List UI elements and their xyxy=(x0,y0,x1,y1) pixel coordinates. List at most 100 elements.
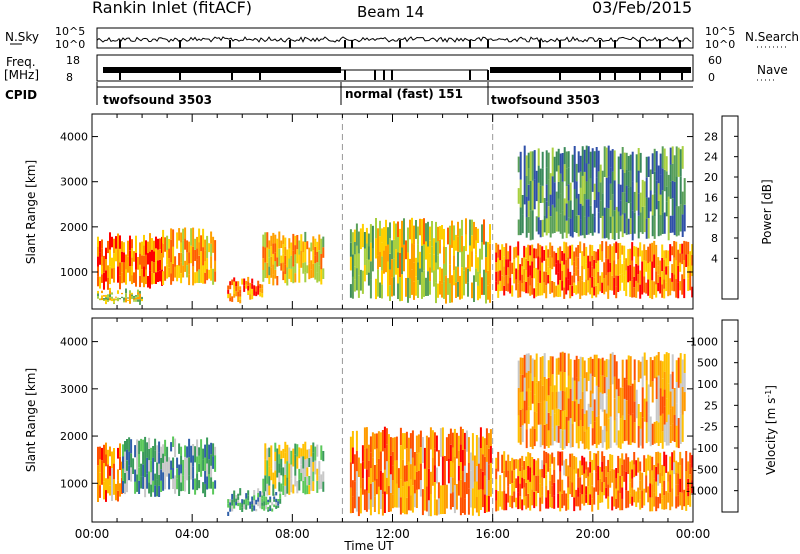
cell-4 xyxy=(485,445,488,462)
cell-3 xyxy=(239,299,242,304)
cell-1 xyxy=(172,478,175,489)
cell-0 xyxy=(157,271,159,282)
cell-2 xyxy=(127,297,129,299)
cell-6 xyxy=(409,258,411,279)
cell-4 xyxy=(304,231,307,242)
cell-1 xyxy=(190,245,193,264)
cell-4 xyxy=(403,465,406,482)
cell-5 xyxy=(677,495,680,507)
cell-5 xyxy=(585,486,588,495)
cell-3 xyxy=(266,448,269,461)
cell-1 xyxy=(178,253,181,266)
cell-7 xyxy=(671,273,674,282)
cell-8 xyxy=(527,152,530,169)
cell-5 xyxy=(365,227,368,244)
cell-8 xyxy=(587,216,590,235)
cell-4 xyxy=(433,498,436,516)
cell-3 xyxy=(284,452,287,464)
cell-4 xyxy=(264,247,267,263)
cell-8 xyxy=(591,213,594,236)
cell-7 xyxy=(557,260,560,273)
cell-4 xyxy=(383,448,386,470)
cell-7 xyxy=(537,256,540,270)
cell-0 xyxy=(115,248,117,262)
cell-1 xyxy=(122,480,124,494)
cell-1 xyxy=(212,481,215,495)
cell-1 xyxy=(214,260,217,272)
cell-2 xyxy=(139,302,141,305)
cell-5 xyxy=(607,459,610,473)
cell-2 xyxy=(121,296,123,299)
freq-tick-bottom: 8 xyxy=(66,71,73,84)
cell-2 xyxy=(125,288,127,294)
cell-4 xyxy=(288,268,291,279)
cell-5 xyxy=(547,490,550,509)
cell-3 xyxy=(296,481,299,494)
cell-6 xyxy=(583,396,586,414)
cell-1 xyxy=(192,266,195,286)
cell-7 xyxy=(625,283,628,297)
cell-7 xyxy=(547,266,550,275)
cell-6 xyxy=(561,410,564,431)
cell-8 xyxy=(625,218,628,235)
cell-4 xyxy=(459,479,462,498)
cell-0 xyxy=(129,250,131,267)
cell-4 xyxy=(371,482,374,507)
cell-5 xyxy=(659,493,662,504)
cell-6 xyxy=(575,377,578,400)
cell-0 xyxy=(99,485,101,498)
cell-7 xyxy=(535,287,538,297)
cell-6 xyxy=(397,283,399,299)
cell-1 xyxy=(178,475,181,486)
cell-8 xyxy=(551,204,554,234)
cell-5 xyxy=(643,488,646,506)
velocity-ylabel: Slant Range [km] xyxy=(24,368,38,472)
cell-5 xyxy=(507,470,510,487)
cell-1 xyxy=(128,437,131,452)
cell-5 xyxy=(573,469,576,484)
cell-5 xyxy=(539,469,542,484)
cell-5 xyxy=(605,466,608,477)
cell-6 xyxy=(449,225,451,245)
cell-2 xyxy=(97,296,99,299)
cell-6 xyxy=(487,285,489,300)
cell-2 xyxy=(129,297,131,301)
cell-7 xyxy=(577,245,580,258)
cell-5 xyxy=(509,461,512,473)
cell-4 xyxy=(349,462,352,488)
cell-4 xyxy=(409,495,412,511)
cell-7 xyxy=(543,271,546,283)
cell-6 xyxy=(627,355,630,386)
cell-4 xyxy=(363,489,366,511)
cell-7 xyxy=(509,245,512,262)
cell-6 xyxy=(547,430,550,448)
cell-3 xyxy=(235,291,238,297)
cell-6 xyxy=(655,377,658,399)
cell-5 xyxy=(577,477,580,488)
cell-0 xyxy=(105,454,107,467)
cell-4 xyxy=(274,234,277,244)
cell-5 xyxy=(511,483,514,496)
cell-6 xyxy=(529,373,532,392)
cell-4 xyxy=(399,427,402,446)
cell-1 xyxy=(202,448,205,460)
cell-5 xyxy=(677,484,680,496)
cell-5 xyxy=(353,242,356,255)
cell-0 xyxy=(105,490,107,502)
cell-6 xyxy=(409,278,411,299)
cell-8 xyxy=(639,212,642,233)
cell-3 xyxy=(247,276,250,282)
cell-6 xyxy=(481,277,483,295)
cell-6 xyxy=(453,255,455,271)
cell-5 xyxy=(679,492,682,506)
cell-6 xyxy=(443,228,445,247)
cell-6 xyxy=(439,239,441,254)
cell-4 xyxy=(369,499,372,516)
cell-0 xyxy=(139,275,141,288)
cell-7 xyxy=(661,244,664,258)
cell-6 xyxy=(485,257,487,273)
cell-1 xyxy=(124,472,126,484)
cell-4 xyxy=(379,489,382,510)
cell-7 xyxy=(499,270,502,281)
beam-label: Beam 14 xyxy=(357,3,424,21)
